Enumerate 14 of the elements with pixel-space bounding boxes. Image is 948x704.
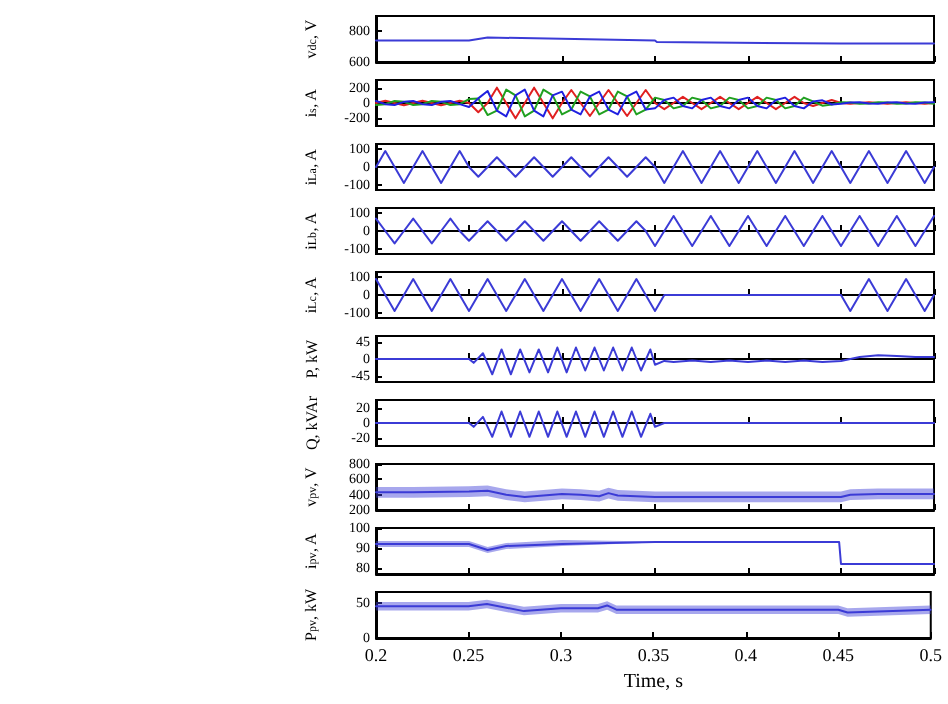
line-series (375, 410, 935, 438)
line-series (375, 150, 935, 184)
x-axis-title: Time, s (623, 671, 684, 693)
x-tick-label: 0.5 (919, 645, 943, 665)
line-series (375, 346, 935, 376)
x-tick-label: 0.25 (452, 645, 486, 665)
x-tick-label: 0.2 (364, 645, 388, 665)
x-tick-label: 0.35 (637, 645, 671, 665)
x-tick-label: 0.4 (734, 645, 759, 665)
line-series (375, 214, 935, 248)
x-tick-label: 0.45 (822, 645, 856, 665)
y-axis-title: Q, kVAr (303, 395, 321, 450)
y-axis-title: P, kW (303, 339, 321, 379)
x-tick-label: 0.3 (549, 645, 574, 665)
